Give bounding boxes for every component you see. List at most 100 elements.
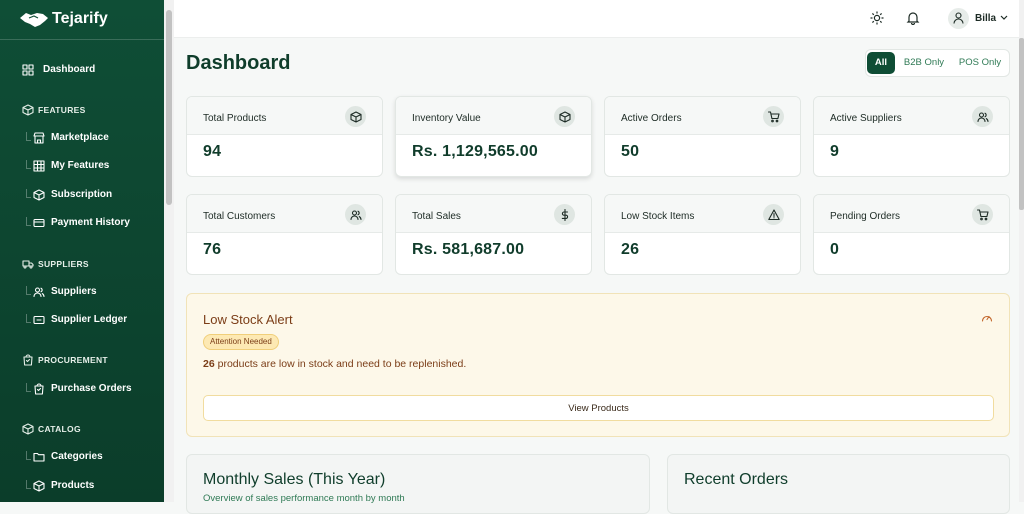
panel: Recent Orders: [667, 454, 1010, 514]
page-title: Dashboard: [186, 52, 291, 74]
view-products-button[interactable]: View Products: [203, 395, 994, 421]
nav-item[interactable]: Categories: [51, 451, 103, 462]
nav-item[interactable]: Dashboard: [43, 64, 96, 75]
nav-icon: [33, 480, 45, 492]
tree-line: [26, 160, 31, 169]
content: Total Products 94 Inventory Value Rs. 1,129…: [186, 96, 1010, 514]
icon: [767, 110, 780, 122]
avatar[interactable]: [948, 8, 969, 29]
filter-tab[interactable]: POS Only: [958, 57, 1002, 68]
nav-item[interactable]: Payment History: [51, 217, 130, 228]
stat-label: Active Suppliers: [830, 113, 902, 124]
brand-bar: Tejarify: [0, 0, 164, 40]
stat-label: Active Orders: [621, 113, 682, 124]
nav-item[interactable]: Purchase Orders: [51, 383, 132, 394]
icon: [976, 208, 989, 220]
section-icon: [23, 354, 33, 366]
nav-item[interactable]: My Features: [51, 160, 110, 171]
alert-icon: [981, 315, 993, 322]
nav-section-title: SUPPLIERS: [38, 259, 89, 269]
stat-label: Pending Orders: [830, 211, 901, 222]
panel-title: Recent Orders: [684, 471, 789, 488]
stat-value: Rs. 1,129,565.00: [412, 143, 538, 160]
stat-icon: [972, 204, 993, 225]
brand-logo: [20, 13, 48, 27]
stat-label: Low Stock Items: [621, 211, 695, 222]
tree-line: [26, 189, 31, 198]
stat-label: Inventory Value: [412, 113, 481, 124]
nav-icon: [33, 315, 45, 325]
nav-icon: [33, 452, 45, 462]
filter-group: All B2B Only POS Only: [865, 49, 1010, 77]
stat-value: 26: [621, 241, 640, 258]
stat-icon: [554, 106, 575, 127]
nav-item[interactable]: Subscription: [51, 189, 113, 200]
alert-message: 26 products are low in stock and need to…: [203, 358, 466, 370]
nav-item[interactable]: Supplier Ledger: [51, 314, 128, 325]
stat-icon: [554, 204, 575, 225]
card-header: [396, 195, 591, 233]
stat-value: 94: [203, 143, 222, 160]
nav-section-title: FEATURES: [38, 105, 86, 115]
tree-line: [26, 480, 31, 489]
stat-value: Rs. 581,687.00: [412, 241, 525, 258]
alert-count: 26: [203, 358, 215, 370]
tree-line: [26, 451, 31, 460]
scroll-thumb[interactable]: [1019, 38, 1024, 210]
page-scrollbar: [1019, 0, 1024, 502]
sidebar: Tejarify Dashboard FEATURES Marketplace My …: [0, 0, 164, 502]
theme-toggle[interactable]: [870, 11, 884, 25]
stat-card: Inventory Value Rs. 1,129,565.00: [395, 96, 592, 177]
alert-text: products are low in stock and need to be…: [217, 358, 467, 370]
stat-value: 0: [830, 241, 840, 258]
stat-label: Total Customers: [203, 211, 276, 222]
sidebar-scrollbar: [164, 0, 174, 502]
low-stock-alert: Low Stock Alert Attention Needed 26 produc…: [186, 293, 1010, 437]
tree-line: [26, 217, 31, 226]
user-name[interactable]: Billa: [975, 13, 997, 24]
nav-icon: [33, 160, 45, 172]
panel-title: Monthly Sales (This Year): [203, 471, 386, 488]
stat-icon: [345, 106, 366, 127]
brand-name: Tejarify: [52, 10, 108, 27]
nav-item[interactable]: Suppliers: [51, 286, 97, 297]
scroll-thumb[interactable]: [166, 10, 172, 205]
icon: [558, 110, 571, 123]
stat-card: Low Stock Items 26: [604, 194, 801, 275]
stat-card: Total Products 94: [186, 96, 383, 177]
nav-item[interactable]: Marketplace: [51, 132, 109, 143]
tree-line: [26, 286, 31, 295]
filter-tab[interactable]: B2B Only: [903, 57, 945, 68]
user-menu-chevron[interactable]: [1000, 15, 1008, 21]
filter-tab[interactable]: All: [867, 52, 895, 74]
stat-label: Total Sales: [412, 211, 461, 222]
nav-icon: [33, 189, 45, 201]
stat-card: Total Sales Rs. 581,687.00: [395, 194, 592, 275]
stat-card: Total Customers 76: [186, 194, 383, 275]
tree-line: [26, 314, 31, 323]
stat-icon: [972, 106, 993, 127]
section-icon: [22, 423, 34, 435]
icon: [767, 208, 780, 220]
icon: [349, 110, 362, 123]
nav-icon: [22, 64, 34, 76]
stat-label: Total Products: [203, 113, 267, 124]
stat-icon: [763, 204, 784, 225]
nav-icon: [34, 383, 44, 395]
stat-card: Active Suppliers 9: [813, 96, 1010, 177]
nav-icon: [33, 132, 45, 144]
nav-item[interactable]: Products: [51, 480, 95, 491]
stat-icon: [345, 204, 366, 225]
alert-badge: Attention Needed: [203, 334, 279, 350]
panel-subtitle: Overview of sales performance month by m…: [203, 493, 405, 504]
tree-line: [26, 132, 31, 141]
stat-value: 76: [203, 241, 222, 258]
stat-card: Pending Orders 0: [813, 194, 1010, 275]
nav-icon: [33, 218, 45, 228]
icon: [561, 208, 568, 221]
nav-icon: [33, 287, 45, 298]
icon: [349, 209, 362, 220]
notifications[interactable]: [906, 11, 920, 25]
topbar: Billa: [174, 0, 1019, 38]
